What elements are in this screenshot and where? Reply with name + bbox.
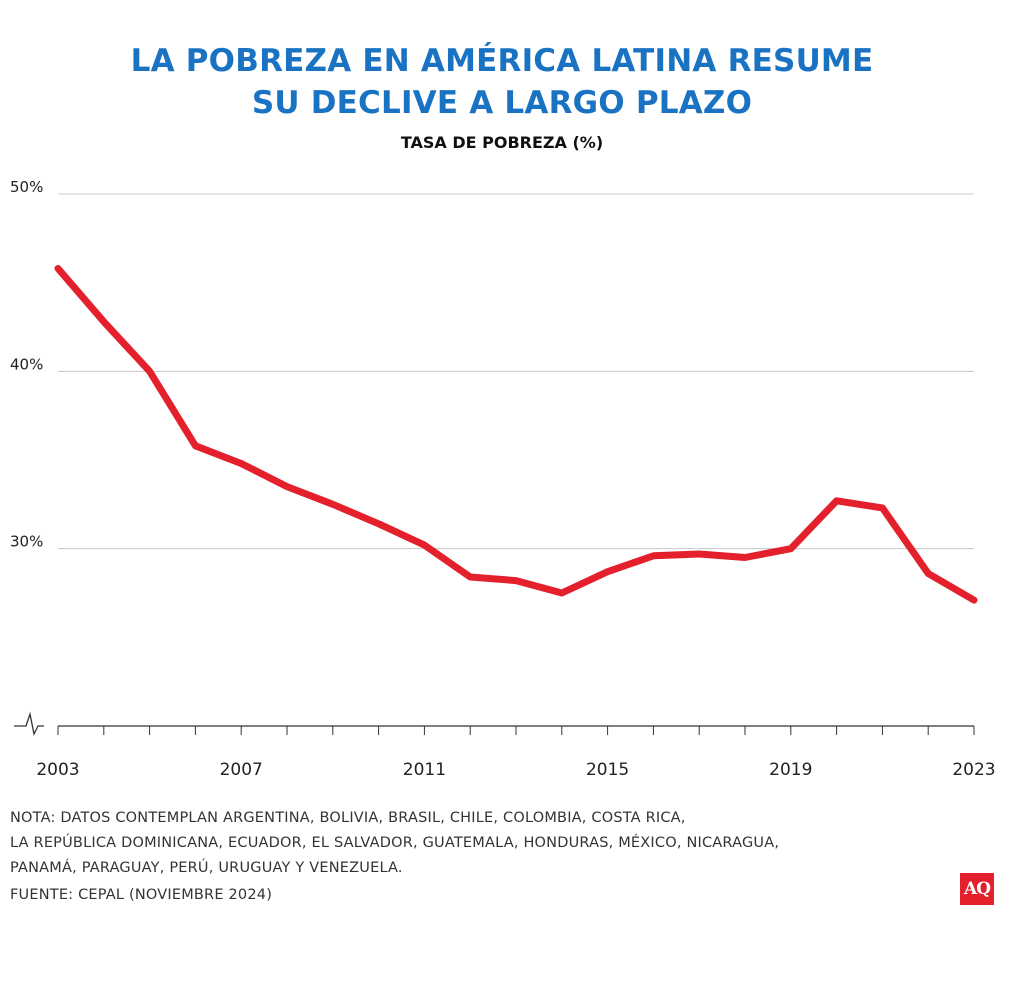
note-line-2: LA REPÚBLICA DOMINICANA, ECUADOR, EL SAL… <box>10 835 780 851</box>
chart-title-line-1: LA POBREZA EN AMÉRICA LATINA RESUME <box>130 43 874 79</box>
x-tick-label-2023: 2023 <box>952 760 995 780</box>
x-tick-label-2019: 2019 <box>769 760 812 780</box>
axis-break-icon <box>14 711 44 736</box>
x-tick-label-2007: 2007 <box>220 760 263 780</box>
aq-logo: AQ <box>960 873 994 905</box>
x-tick-label-2015: 2015 <box>586 760 629 780</box>
y-tick-label-50: 50% <box>10 178 43 196</box>
chart-subtitle: TASA DE POBREZA (%) <box>400 133 604 152</box>
x-tick-label-2011: 2011 <box>403 760 446 780</box>
line-chart: 30% 40% 50% 2003 2007 2011 2015 2019 2023 <box>10 178 996 780</box>
source-text: FUENTE: CEPAL (NOVIEMBRE 2024) <box>10 887 273 903</box>
chart-title-line-2: SU DECLIVE A LARGO PLAZO <box>251 85 753 121</box>
y-tick-label-40: 40% <box>10 355 43 373</box>
notes: NOTA: DATOS CONTEMPLAN ARGENTINA, BOLIVI… <box>10 806 910 881</box>
note-line-3: PANAMÁ, PARAGUAY, PERÚ, URUGUAY Y VENEZU… <box>10 860 403 876</box>
y-tick-label-30: 30% <box>10 533 43 551</box>
series-line-0 <box>54 265 978 604</box>
x-tick-label-2003: 2003 <box>36 760 79 780</box>
chart-title: LA POBREZA EN AMÉRICA LATINA RESUME SU D… <box>0 40 1004 124</box>
note-line-1: NOTA: DATOS CONTEMPLAN ARGENTINA, BOLIVI… <box>10 810 686 826</box>
